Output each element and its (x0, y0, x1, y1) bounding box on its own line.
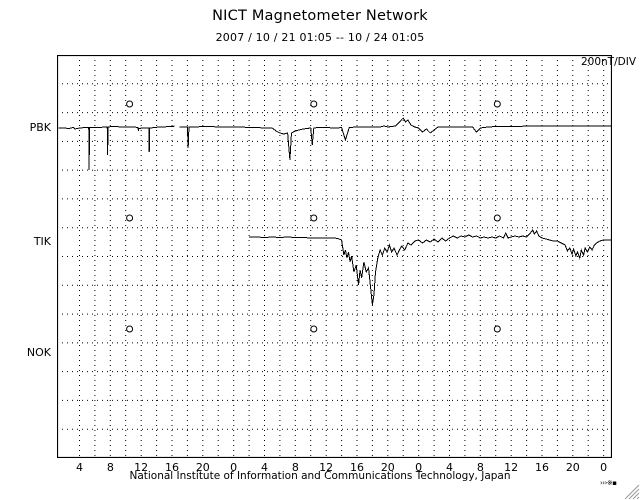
x-tick-label: 0 (415, 461, 423, 474)
x-tick-label: 20 (380, 461, 395, 474)
noon-markers-pbk (126, 100, 501, 108)
x-tick-label: 8 (291, 461, 299, 474)
y-axis-labels: PBK TIK NOK (0, 55, 51, 458)
scale-annotation: 200nT/DIV (580, 56, 636, 68)
local-noon-marker (493, 100, 501, 108)
trace-path (58, 125, 175, 171)
x-tick-label: 16 (349, 461, 364, 474)
footer-watermark: ›››※▪ (600, 479, 617, 487)
trace-path (249, 228, 612, 306)
local-noon-marker (310, 214, 318, 222)
x-tick-label: 20 (195, 461, 210, 474)
local-noon-marker (126, 325, 134, 333)
trace-pbk (58, 117, 612, 171)
chart-canvas (57, 55, 612, 458)
x-tick-label: 8 (476, 461, 484, 474)
local-noon-marker (493, 325, 501, 333)
noon-markers-tik (126, 214, 501, 222)
plot-area (57, 55, 612, 458)
trace-tik (249, 228, 612, 306)
x-tick-label: 0 (230, 461, 238, 474)
local-noon-marker (310, 325, 318, 333)
page-title: NICT Magnetometer Network (212, 8, 428, 24)
x-tick-label: 20 (565, 461, 580, 474)
local-noon-marker (493, 214, 501, 222)
x-tick-label: 0 (600, 461, 608, 474)
plot-frame (57, 55, 612, 458)
local-noon-marker (126, 214, 134, 222)
x-tick-label: 8 (106, 461, 114, 474)
x-tick-label: 16 (534, 461, 549, 474)
x-tick-label: 12 (319, 461, 334, 474)
station-label-pbk: PBK (29, 121, 51, 134)
station-label-nok: NOK (26, 346, 51, 359)
grid-lines (57, 55, 612, 458)
x-tick-label: 4 (445, 461, 453, 474)
x-tick-label: 12 (504, 461, 519, 474)
x-axis-labels: 4 8 12 16 20 0 4 8 12 16 20 0 4 8 12 16 20 0 (0, 461, 640, 479)
local-noon-marker (310, 100, 318, 108)
x-tick-label: 12 (134, 461, 149, 474)
footer-credit: National Institute of Information and Co… (129, 470, 511, 482)
resize-grip-icon[interactable] (624, 484, 640, 500)
trace-path (179, 117, 612, 161)
local-noon-marker (126, 100, 134, 108)
x-tick-label: 16 (164, 461, 179, 474)
page-subtitle: 2007 / 10 / 21 01:05 -- 10 / 24 01:05 (215, 31, 425, 44)
x-tick-label: 4 (75, 461, 83, 474)
noon-markers-nok (126, 325, 501, 333)
x-tick-label: 4 (260, 461, 268, 474)
station-label-tik: TIK (33, 235, 51, 248)
